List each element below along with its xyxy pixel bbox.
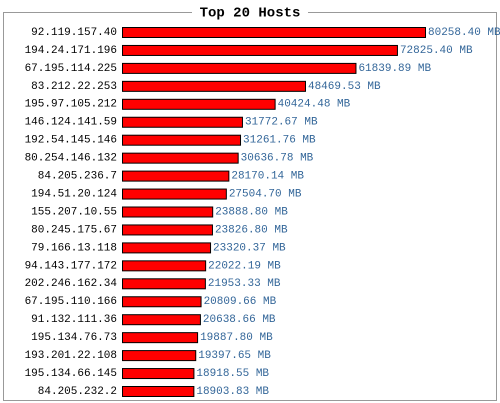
value-label: 72825.40 MB: [400, 45, 473, 57]
category-label: 195.134.66.145: [25, 368, 117, 380]
bar: [122, 44, 398, 56]
bar: [122, 62, 357, 74]
category-label: 67.195.110.166: [25, 296, 117, 308]
category-label: 92.119.157.40: [31, 27, 117, 39]
value-label: 27504.70 MB: [229, 188, 302, 200]
bar: [122, 350, 197, 362]
value-label: 22022.19 MB: [208, 260, 281, 272]
value-label: 31772.67 MB: [245, 117, 318, 129]
bar: [122, 296, 202, 308]
value-label: 80258.40 MB: [428, 27, 500, 39]
value-label: 18918.55 MB: [196, 368, 269, 380]
bar: [122, 314, 201, 326]
bar: [122, 80, 306, 92]
category-label: 79.166.13.118: [31, 242, 117, 254]
bar: [122, 386, 195, 397]
value-label: 48469.53 MB: [308, 81, 381, 93]
category-label: 91.132.111.36: [31, 314, 117, 326]
category-label: 192.54.145.146: [25, 135, 117, 147]
category-label: 195.97.105.212: [25, 99, 117, 111]
category-label: 195.134.76.73: [31, 332, 117, 344]
bar: [122, 368, 195, 380]
value-label: 19887.80 MB: [200, 332, 273, 344]
category-label: 83.212.22.253: [31, 81, 117, 93]
bar: [122, 27, 426, 38]
category-label: 193.201.22.108: [25, 350, 117, 362]
bar: [122, 116, 243, 128]
value-label: 40424.48 MB: [278, 99, 351, 111]
category-label: 202.246.162.34: [25, 278, 118, 290]
title-background: [192, 4, 308, 22]
bar: [122, 170, 230, 182]
value-label: 23826.80 MB: [215, 224, 288, 236]
chart-title: Top 20 Hosts: [200, 6, 301, 22]
bar: [122, 206, 214, 218]
value-label: 18903.83 MB: [196, 386, 269, 398]
category-label: 194.24.171.196: [25, 45, 117, 57]
value-label: 20809.66 MB: [204, 296, 277, 308]
bar: [122, 242, 212, 254]
value-label: 23888.80 MB: [215, 206, 288, 218]
category-label: 80.245.175.67: [31, 224, 117, 236]
category-label: 84.205.236.7: [38, 171, 117, 183]
bar: [122, 332, 199, 344]
bar: [122, 260, 207, 272]
bar: [122, 278, 206, 290]
category-label: 94.143.177.172: [25, 260, 117, 272]
value-label: 20638.66 MB: [203, 314, 276, 326]
value-label: 31261.76 MB: [243, 135, 316, 147]
bar: [122, 152, 239, 164]
value-label: 30636.78 MB: [241, 153, 314, 165]
bar: [122, 188, 227, 200]
category-label: 80.254.146.132: [25, 153, 117, 165]
value-label: 28170.14 MB: [231, 171, 304, 183]
bar: [122, 134, 242, 146]
value-label: 23320.37 MB: [213, 242, 286, 254]
value-label: 21953.33 MB: [208, 278, 281, 290]
bar: [122, 98, 276, 110]
bar: [122, 224, 213, 236]
category-label: 67.195.114.225: [25, 63, 117, 75]
value-label: 61839.89 MB: [358, 63, 431, 75]
value-label: 19397.65 MB: [198, 350, 271, 362]
category-label: 194.51.20.124: [31, 188, 117, 200]
category-label: 84.205.232.2: [38, 386, 117, 398]
category-label: 155.207.10.55: [31, 206, 117, 218]
category-label: 146.124.141.59: [25, 117, 117, 129]
